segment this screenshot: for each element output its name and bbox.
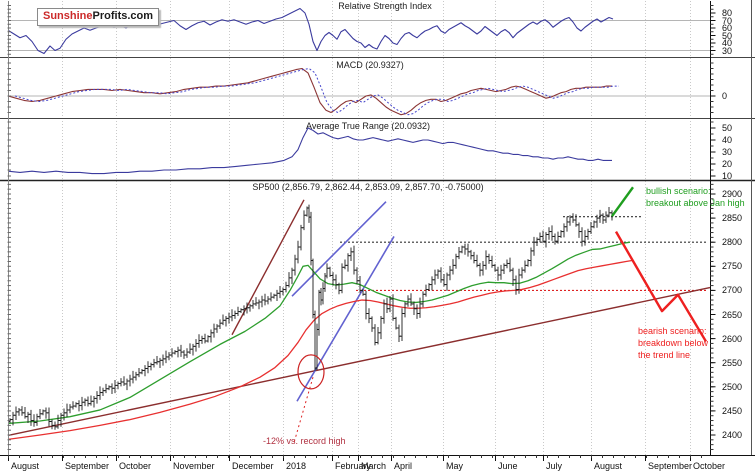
x-axis-month-label: September xyxy=(648,461,693,471)
drawdown-annotation: -12% vs. record high xyxy=(263,436,346,446)
axis-label: 30 xyxy=(722,45,733,56)
logo-brand-suffix: Profits.com xyxy=(92,10,154,22)
x-axis-month-label: May xyxy=(446,461,464,471)
x-axis-month-label: November xyxy=(173,461,215,471)
bearish-annotation-line2: breakdown below xyxy=(638,338,709,348)
axis-label: 2650 xyxy=(722,309,743,320)
sunshine-profits-logo[interactable]: SunshineProfits.com xyxy=(37,8,160,26)
bearish-scenario-annotation: bearish scenario: breakdown below the tr… xyxy=(638,325,708,361)
x-axis-month-label: April xyxy=(394,461,413,471)
axis-label: 2550 xyxy=(722,357,743,368)
axis-label: 2800 xyxy=(722,237,743,248)
x-axis-month-label: February xyxy=(335,461,372,471)
axis-label: 2400 xyxy=(722,430,743,440)
atr-panel-title: Average True Range (20.0932) xyxy=(306,121,430,131)
axis-label: 2450 xyxy=(722,405,743,416)
x-axis-month-label: August xyxy=(11,461,40,471)
x-axis-month-label: October xyxy=(119,461,152,471)
x-axis-month-label: 2018 xyxy=(286,461,307,471)
bearish-annotation-line3: the trend line xyxy=(638,350,691,360)
x-axis-month-label: July xyxy=(546,461,563,471)
x-axis-month-label: October xyxy=(693,461,726,471)
axis-label: 20 xyxy=(722,159,733,169)
axis-label: 0 xyxy=(722,91,728,101)
axis-label: 40 xyxy=(722,135,733,145)
axis-label: 2600 xyxy=(722,333,743,344)
axis-label: 2700 xyxy=(722,285,743,296)
axis-label: 2500 xyxy=(722,381,743,392)
axis-label: 2850 xyxy=(722,213,743,224)
axis-label: 70 xyxy=(722,15,733,26)
axis-label: 40 xyxy=(722,38,733,48)
bearish-annotation-line1: bearish scenario: xyxy=(638,326,707,336)
sp500-panel-title: SP500 (2,856.79, 2,862.44, 2,853.09, 2,8… xyxy=(252,182,484,192)
axis-label: 10 xyxy=(722,171,733,181)
bullish-scenario-annotation: bullish scenario: breakout above Jan hig… xyxy=(646,185,745,209)
axis-label: 50 xyxy=(722,30,733,41)
x-axis-month-label: August xyxy=(594,461,623,471)
bullish-annotation-line1: bullish scenario: xyxy=(646,186,711,196)
logo-brand: Sunshine xyxy=(43,10,93,22)
axis-label: 60 xyxy=(722,23,733,33)
macd-panel-title: MACD (20.9327) xyxy=(336,60,404,70)
x-axis-month-label: March xyxy=(361,461,387,471)
axis-label: 2900 xyxy=(722,189,743,199)
x-axis-month-label: June xyxy=(498,461,518,471)
rsi-panel-title: Relative Strength Index xyxy=(338,1,432,11)
axis-label: 30 xyxy=(722,147,733,157)
axis-label: 2750 xyxy=(722,261,743,272)
axis-label: 50 xyxy=(722,123,733,133)
bullish-annotation-line2: breakout above Jan high xyxy=(646,198,745,208)
x-axis-month-label: December xyxy=(232,461,274,471)
x-axis-month-label: September xyxy=(65,461,110,471)
axis-label: 80 xyxy=(722,8,733,18)
